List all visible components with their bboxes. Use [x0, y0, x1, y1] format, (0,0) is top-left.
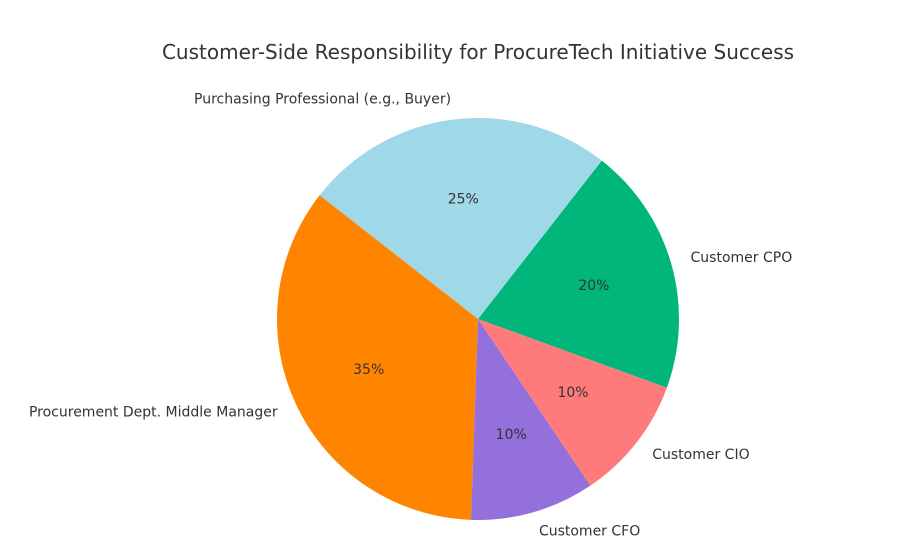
slice-label-procurement-dept-middle-manager: Procurement Dept. Middle Manager	[29, 404, 278, 420]
pie-slice-customer-cpo	[478, 160, 679, 388]
slice-percent-customer-cfo: 10%	[496, 427, 527, 443]
slice-label-purchasing-professional-e-g-buyer: Purchasing Professional (e.g., Buyer)	[194, 92, 451, 108]
slice-percent-customer-cio: 10%	[557, 385, 588, 401]
slice-percent-purchasing-professional-e-g-buyer: 25%	[448, 191, 479, 207]
slice-percent-customer-cpo: 20%	[578, 278, 609, 294]
pie-slice-customer-cio	[478, 319, 667, 486]
slice-percent-procurement-dept-middle-manager: 35%	[353, 362, 384, 378]
pie-slice-procurement-dept-middle-manager	[276, 195, 478, 520]
pie-slices	[276, 117, 679, 520]
slice-label-customer-cfo: Customer CFO	[539, 524, 640, 540]
pie-slice-purchasing-professional-e-g-buyer	[319, 117, 602, 320]
slice-label-customer-cio: Customer CIO	[652, 447, 749, 463]
chart-title: Customer-Side Responsibility for Procure…	[162, 40, 794, 64]
pie-slice-customer-cfo	[470, 319, 591, 520]
slice-label-customer-cpo: Customer CPO	[691, 250, 793, 266]
pie-labels: Customer CPO 20% Purchasing Professional (…	[29, 92, 792, 540]
